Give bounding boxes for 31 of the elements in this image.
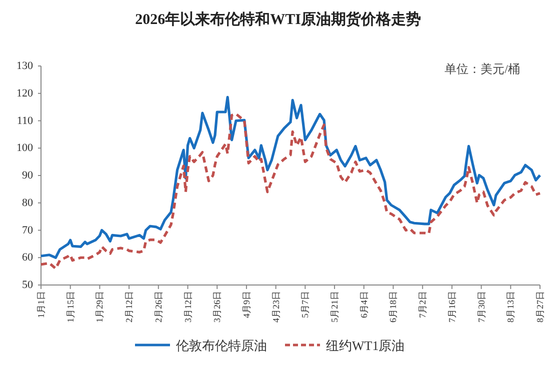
x-tick-label: 1月15日	[65, 291, 76, 322]
x-tick-label: 4月9日	[241, 291, 252, 318]
y-tick-label: 70	[22, 224, 34, 236]
x-tick-label: 2月12日	[124, 291, 134, 322]
x-tick-label: 3月12日	[182, 291, 193, 322]
x-tick-label: 3月26日	[212, 291, 222, 322]
x-tick-label: 7月16日	[446, 291, 457, 322]
y-tick-label: 60	[22, 252, 34, 264]
x-tick-label: 8月13日	[506, 291, 516, 322]
y-tick-label: 110	[16, 114, 34, 127]
x-tick-label: 6月4日	[358, 291, 369, 318]
x-tick-label: 6月18日	[388, 291, 398, 322]
y-tick-label: 130	[16, 60, 34, 72]
y-tick-label: 90	[22, 170, 34, 182]
legend-label: 伦敦布伦特原油	[176, 338, 267, 353]
y-tick-label: 80	[22, 196, 34, 209]
legend-label: 纽约WT1原油	[326, 338, 405, 353]
annotation: 单位：美元/桶	[444, 62, 520, 76]
x-tick-label: 1月1日	[36, 291, 46, 318]
x-tick-label: 1月29日	[94, 291, 105, 322]
x-tick-label: 8月27日	[535, 291, 545, 322]
y-tick-label: 50	[22, 279, 34, 291]
x-tick-label: 7月30日	[476, 291, 486, 322]
y-tick-label: 120	[16, 87, 34, 100]
x-tick-label: 5月21日	[330, 291, 340, 322]
x-tick-label: 4月23日	[270, 291, 281, 322]
x-tick-label: 5月7日	[300, 291, 310, 318]
chart-title: 2026年以来布伦特和WTI原油期货价格走势	[135, 11, 421, 28]
y-tick-label: 100	[16, 142, 34, 154]
x-tick-label: 2月26日	[153, 291, 164, 322]
x-tick-label: 7月2日	[418, 291, 428, 318]
